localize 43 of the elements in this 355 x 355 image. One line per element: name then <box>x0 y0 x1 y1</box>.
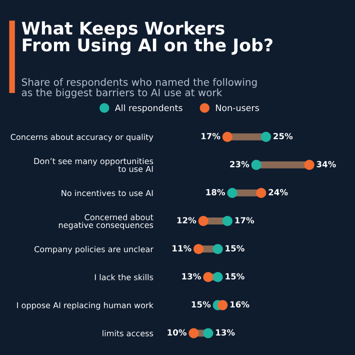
data-label: 17% <box>235 217 254 224</box>
data-label: 15% <box>226 245 244 252</box>
point <box>203 272 214 282</box>
y-tick-label: Don’t see many opportunities to use AI <box>34 158 154 172</box>
data-label: 34% <box>316 161 336 168</box>
chart-title: What Keeps Workers From Using AI on the Job? <box>22 21 272 56</box>
point <box>256 188 266 198</box>
data-label: 15% <box>226 273 244 280</box>
point <box>222 132 233 142</box>
data-label: 10% <box>168 329 187 336</box>
chart-subtitle: Share of respondents who named the following as the biggest barriers to AI use at work <box>22 78 257 98</box>
y-tick-label: I oppose AI replacing human work <box>17 302 154 310</box>
y-tick-label: No incentives to use AI <box>62 190 153 196</box>
y-tick-label: Concerns about accuracy or quality <box>10 134 154 142</box>
point <box>193 244 204 254</box>
data-label: 17% <box>201 132 220 140</box>
point <box>203 328 214 338</box>
point <box>227 188 238 198</box>
data-label: 23% <box>230 161 250 168</box>
point <box>260 132 272 142</box>
y-tick-label: I lack the skills <box>94 274 154 280</box>
point <box>188 328 199 338</box>
legend-label: All respondents <box>114 104 182 113</box>
point <box>304 160 314 170</box>
data-label: 16% <box>230 301 250 308</box>
y-tick-label: Company policies are unclear <box>34 246 154 254</box>
legend-label: Non-users <box>216 104 259 112</box>
data-label: 11% <box>172 245 192 252</box>
point <box>218 300 228 310</box>
point <box>212 272 223 282</box>
data-label: 12% <box>177 217 196 224</box>
data-label: 24% <box>268 189 288 196</box>
point <box>222 216 233 226</box>
y-tick-label: limits access <box>102 330 154 336</box>
data-label: 13% <box>182 273 201 280</box>
point <box>212 244 223 254</box>
y-tick-label: Concerned about negative consequences <box>58 214 154 230</box>
data-label: 25% <box>274 132 293 140</box>
data-label: 18% <box>206 189 226 196</box>
point <box>198 216 208 226</box>
point <box>251 160 262 170</box>
data-label: 13% <box>216 329 235 336</box>
data-label: 15% <box>192 301 211 308</box>
